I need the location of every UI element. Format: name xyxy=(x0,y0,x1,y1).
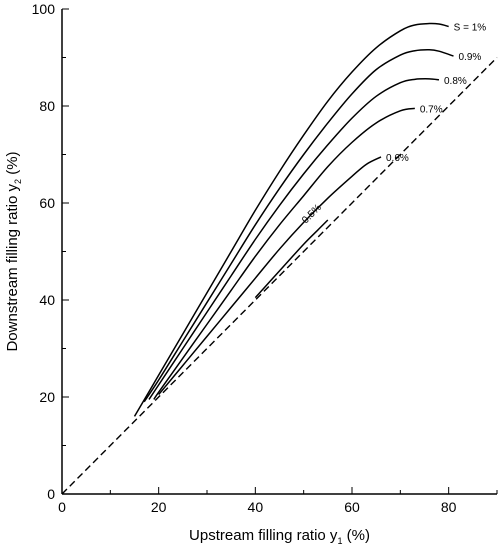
x-tick-label: 40 xyxy=(248,499,264,515)
series-line xyxy=(254,219,329,299)
reference-line xyxy=(61,57,498,495)
y-axis-ticks: 0 20 40 60 80 100 xyxy=(32,1,69,502)
y-tick-label: 100 xyxy=(32,1,56,17)
x-tick-label: 60 xyxy=(344,499,360,515)
y-tick-label: 40 xyxy=(39,292,55,308)
reference-line-group xyxy=(61,57,498,495)
x-tick-label: 20 xyxy=(151,499,167,515)
x-axis-title: Upstream filling ratio y1 (%) xyxy=(189,527,370,546)
y-axis-title: Downstream filling ratio y2 (%) xyxy=(4,151,23,351)
x-tick-label: 80 xyxy=(441,499,457,515)
y-tick-label: 0 xyxy=(47,486,55,502)
x-axis-ticks: 0 20 40 60 80 xyxy=(58,487,498,515)
series-labels: S = 1%0.9%0.8%0.7%0.6%0.5% xyxy=(300,22,486,226)
x-tick-label: 0 xyxy=(58,499,66,515)
series-label: 0.7% xyxy=(420,104,443,115)
series-label: 0.8% xyxy=(444,76,467,87)
series-line xyxy=(158,156,382,396)
series-label: 0.9% xyxy=(459,52,482,63)
series-group xyxy=(133,22,454,417)
y-tick-label: 80 xyxy=(39,98,55,114)
y-tick-label: 60 xyxy=(39,195,55,211)
series-line xyxy=(153,107,415,400)
series-line xyxy=(143,48,454,403)
series-label: S = 1% xyxy=(454,22,487,33)
series-line xyxy=(148,78,440,400)
axes xyxy=(61,9,497,495)
y-tick-label: 20 xyxy=(39,389,55,405)
series-label: 0.6% xyxy=(386,153,409,164)
series-line xyxy=(133,22,449,417)
